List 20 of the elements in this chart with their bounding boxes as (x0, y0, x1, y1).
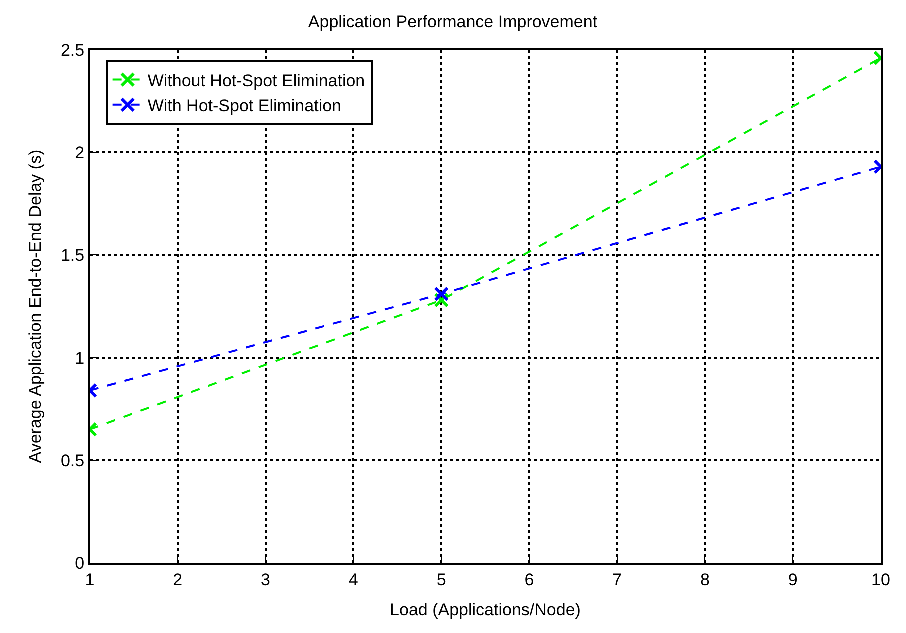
x-tick-label: 7 (612, 570, 622, 590)
legend-label: Without Hot-Spot Elimination (148, 71, 366, 90)
x-tick-label: 10 (872, 570, 890, 590)
x-tick-label: 2 (173, 570, 183, 590)
y-tick-label: 1.5 (60, 246, 85, 266)
x-tick-label: 4 (348, 570, 358, 590)
x-tick-label: 8 (700, 570, 710, 590)
chart-title: Application Performance Improvement (308, 12, 598, 32)
y-axis-title: Average Application End-to-End Delay (s) (26, 150, 46, 464)
y-tick-label: 0 (75, 554, 85, 573)
x-tick-label: 5 (436, 570, 446, 590)
y-tick-label: 1 (75, 348, 85, 368)
y-tick-label: 0.5 (60, 451, 85, 470)
y-tick-label: 2.5 (60, 40, 85, 60)
x-tick-label: 6 (524, 570, 534, 590)
y-tick-label: 2 (75, 144, 85, 163)
legend-label: With Hot-Spot Elimination (148, 96, 342, 116)
x-tick-label: 3 (261, 570, 271, 590)
x-axis-title: Load (Applications/Node) (390, 600, 581, 620)
x-tick-label: 9 (788, 570, 798, 590)
